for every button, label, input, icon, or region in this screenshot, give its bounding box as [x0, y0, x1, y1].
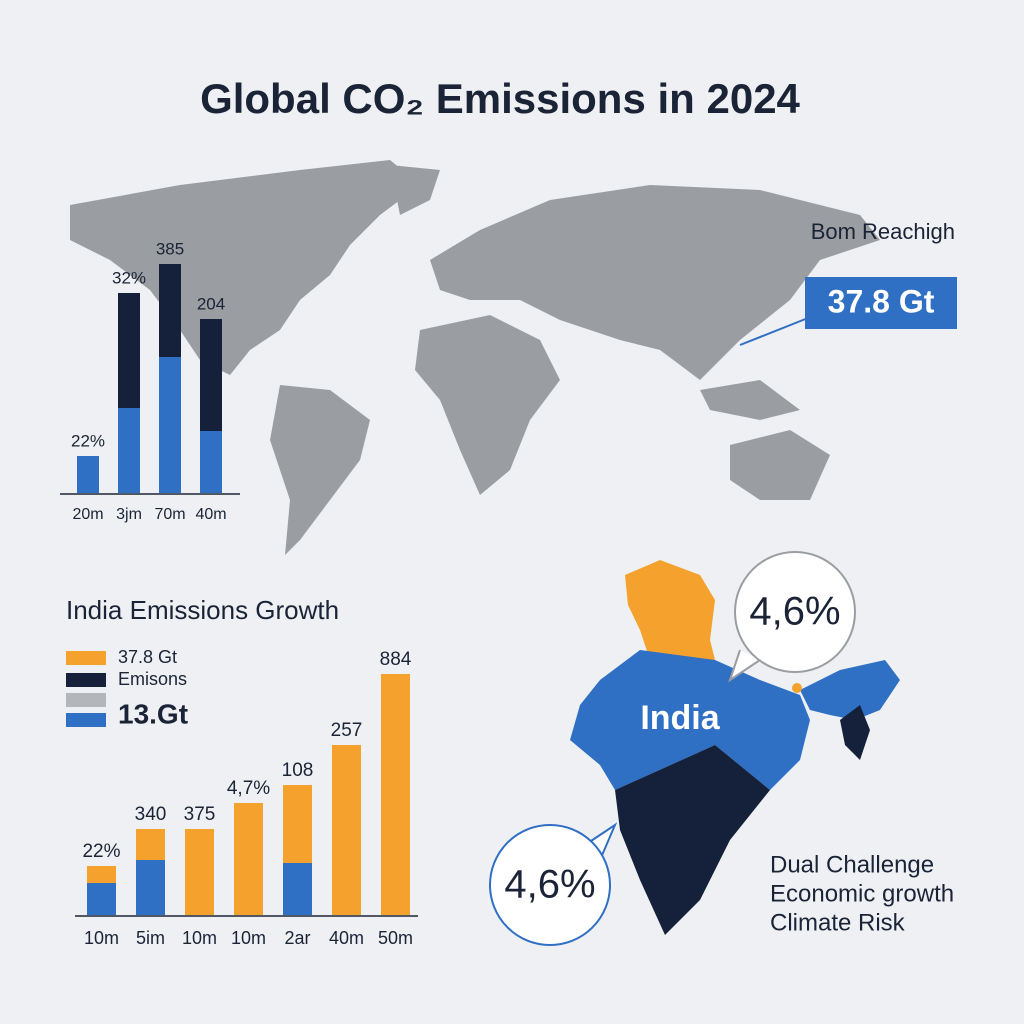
x-tick-label: 50m	[378, 928, 413, 948]
world-map	[70, 160, 880, 555]
title: Global CO₂ Emissions in 2024	[200, 75, 800, 122]
map-dot	[792, 683, 802, 693]
bar-segment	[159, 264, 181, 357]
bubble-top-value: 4,6%	[749, 590, 840, 634]
bar-segment	[136, 860, 165, 915]
bubble	[489, 824, 611, 946]
bar-segment	[234, 803, 263, 915]
bar-segment	[118, 408, 140, 493]
map-callout-label: Bom Reachigh	[811, 219, 955, 244]
legend-swatch	[66, 651, 106, 665]
bar-segment	[87, 883, 116, 915]
bar-segment	[77, 456, 99, 493]
bar-segment	[185, 829, 214, 915]
africa	[415, 315, 560, 495]
bar-segment	[200, 431, 222, 493]
x-tick-label: 5im	[136, 928, 165, 948]
india-label: India	[640, 699, 720, 737]
india-center	[570, 650, 810, 790]
x-tick-label: 40m	[195, 506, 226, 523]
bar-label: 22%	[82, 841, 120, 862]
bar-label: 32%	[112, 268, 146, 287]
bar-label: 4,7%	[227, 778, 270, 799]
callout-box	[805, 277, 957, 329]
south-america	[270, 385, 370, 555]
bar-segment	[136, 829, 165, 860]
india-south	[615, 745, 770, 935]
india-north	[625, 560, 715, 665]
x-tick-label: 10m	[231, 928, 266, 948]
bar-label: 385	[156, 239, 184, 258]
bar-label: 204	[197, 294, 225, 313]
map-callout-value: 37.8 Gt	[828, 283, 935, 319]
bar-segment	[200, 319, 222, 431]
x-tick-label: 10m	[182, 928, 217, 948]
southeast-asia	[700, 380, 800, 420]
greenland	[390, 165, 440, 215]
note: Dual Challenge	[770, 851, 934, 878]
legend-label: 13.Gt	[118, 698, 188, 729]
legend-swatch	[66, 693, 106, 707]
bar-label: 108	[282, 760, 314, 781]
india-east	[840, 705, 870, 760]
legend-label: 37.8 Gt	[118, 647, 177, 667]
bar-label: 884	[380, 649, 412, 670]
india-map	[570, 560, 900, 935]
india-northeast	[800, 660, 900, 720]
note: Climate Risk	[770, 909, 906, 936]
bar-segment	[118, 293, 140, 408]
legend-swatch	[66, 713, 106, 727]
bubble-tail	[728, 649, 761, 683]
eurasia	[430, 185, 880, 380]
x-tick-label: 70m	[154, 506, 185, 523]
x-tick-label: 2ar	[284, 928, 310, 948]
chart-title: India Emissions Growth	[66, 595, 339, 625]
bar-segment	[283, 785, 312, 863]
bar-segment	[159, 357, 181, 493]
callout-pointer	[739, 317, 809, 346]
bar-segment	[332, 745, 361, 915]
north-america	[70, 160, 420, 375]
x-tick-label: 3jm	[116, 506, 142, 523]
legend-swatch	[66, 673, 106, 687]
bar-label: 375	[184, 804, 216, 825]
bar-label: 340	[135, 804, 167, 825]
bar-label: 22%	[71, 431, 105, 450]
bar-label: 257	[331, 720, 363, 741]
x-tick-label: 10m	[84, 928, 119, 948]
bar-segment	[87, 866, 116, 883]
australia	[730, 430, 830, 500]
bubble	[734, 551, 856, 673]
legend-label: Emisons	[118, 669, 187, 689]
bar-segment	[283, 863, 312, 915]
note: Economic growth	[770, 880, 954, 907]
x-tick-label: 40m	[329, 928, 364, 948]
x-tick-label: 20m	[72, 506, 103, 523]
bubble-bottom-value: 4,6%	[504, 863, 595, 907]
bar-segment	[381, 674, 410, 915]
